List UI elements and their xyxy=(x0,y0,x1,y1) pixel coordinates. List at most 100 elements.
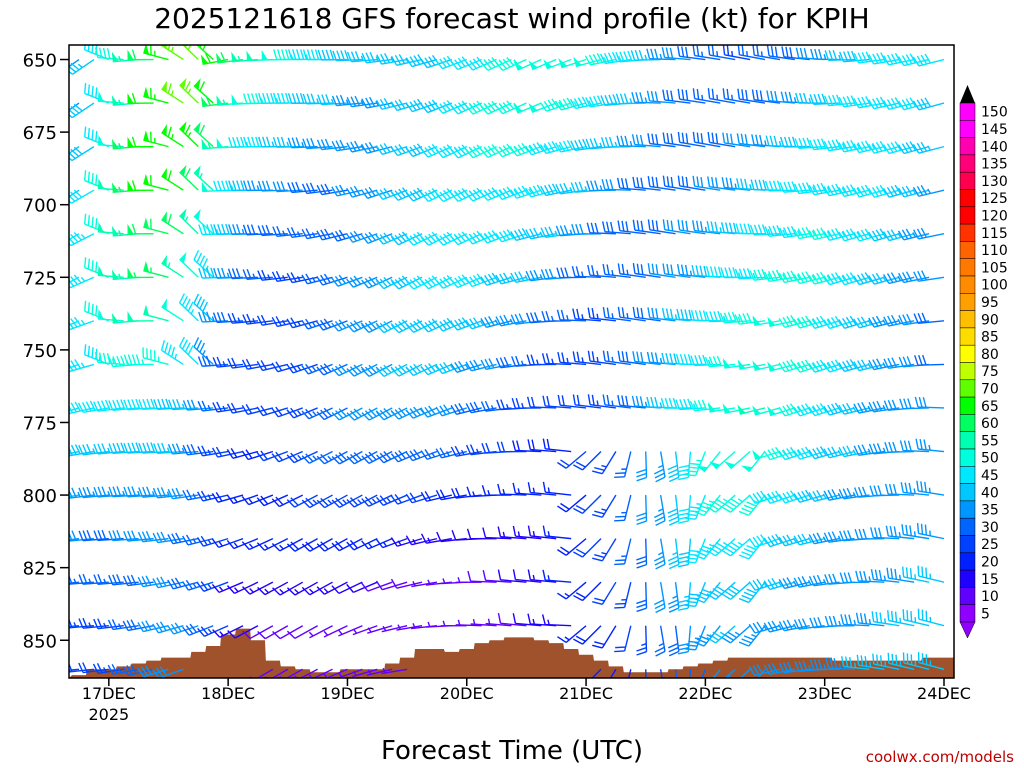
barb-full xyxy=(346,278,354,288)
barb-full xyxy=(539,144,547,154)
barb-full xyxy=(512,569,517,580)
barb-full xyxy=(380,53,387,64)
barb-full xyxy=(770,46,774,57)
barb-flag xyxy=(111,182,119,193)
barb-full xyxy=(738,313,744,324)
barb-full xyxy=(361,52,368,64)
barb-full xyxy=(93,530,99,541)
barb-full xyxy=(390,453,399,463)
barb-full xyxy=(480,401,487,412)
barb-full xyxy=(724,222,729,233)
wind-barb xyxy=(653,494,666,526)
wind-barb xyxy=(722,132,751,148)
barb-full xyxy=(201,355,207,367)
barb-full xyxy=(655,220,659,232)
barb-full xyxy=(409,56,417,66)
barb-full xyxy=(637,695,647,698)
barb-full xyxy=(909,141,917,151)
barb-full xyxy=(808,575,815,587)
wind-barb xyxy=(602,221,631,235)
barb-staff xyxy=(82,581,109,585)
barb-full xyxy=(685,604,696,607)
barb-full xyxy=(702,310,707,321)
barb-staff xyxy=(248,494,274,506)
wind-barb xyxy=(317,49,348,61)
barb-full xyxy=(793,228,800,239)
barb-full xyxy=(782,620,789,631)
barb-full xyxy=(862,528,868,540)
wind-barb xyxy=(228,224,258,236)
barb-full xyxy=(69,157,73,162)
barb-full xyxy=(390,495,399,505)
barb-full xyxy=(424,102,432,112)
barb-full xyxy=(709,311,714,322)
barb-staff xyxy=(664,142,691,148)
barb-full xyxy=(779,662,785,673)
barb-full xyxy=(517,229,525,239)
barb-full xyxy=(714,221,718,233)
barb-full xyxy=(749,270,755,281)
barb-full xyxy=(480,359,487,370)
barb-full xyxy=(608,136,614,148)
barb-full xyxy=(842,446,849,457)
barb-full xyxy=(212,629,221,638)
barb-flag xyxy=(737,404,746,415)
barb-half xyxy=(808,665,812,671)
barb-staff xyxy=(873,536,900,540)
barb-full xyxy=(280,181,286,192)
barb-full xyxy=(636,651,647,656)
barb-staff xyxy=(674,538,680,565)
wind-barb xyxy=(737,404,766,415)
barb-full xyxy=(281,49,286,60)
barb-staff xyxy=(82,494,109,499)
barb-full xyxy=(185,579,193,590)
barb-full xyxy=(872,443,878,454)
wind-barb xyxy=(839,572,870,584)
colorbar-label: 35 xyxy=(981,503,999,519)
barb-full xyxy=(636,516,647,522)
barb-full xyxy=(106,353,111,364)
barb-full xyxy=(668,650,680,657)
barb-full xyxy=(898,272,905,283)
wind-barb xyxy=(704,355,736,368)
barb-half xyxy=(505,403,510,410)
barb-full xyxy=(89,400,96,411)
barb-full xyxy=(793,493,801,503)
barb-staff xyxy=(694,451,707,476)
barb-full xyxy=(216,401,222,412)
barb-full xyxy=(310,137,316,149)
barb-full xyxy=(420,323,429,333)
barb-full xyxy=(391,280,400,290)
barb-full xyxy=(517,186,525,197)
barb-full xyxy=(845,273,853,283)
barb-half xyxy=(837,450,842,456)
barb-full xyxy=(409,492,417,502)
barb-full xyxy=(91,129,94,141)
colorbar-label: 45 xyxy=(981,468,999,484)
barb-full xyxy=(832,49,838,61)
barb-full xyxy=(57,574,61,584)
wind-barb xyxy=(420,275,453,290)
barb-full xyxy=(871,142,879,153)
wind-barb xyxy=(286,494,318,508)
barb-full xyxy=(424,235,433,244)
barb-half xyxy=(230,185,234,191)
barb-full xyxy=(488,358,495,369)
barb-full xyxy=(70,148,80,157)
barb-full xyxy=(786,448,794,458)
barb-half xyxy=(812,186,816,192)
wind-barb xyxy=(127,267,154,279)
wind-barb xyxy=(662,263,691,278)
wind-barb xyxy=(391,275,423,290)
barb-full xyxy=(376,280,385,290)
barb-staff xyxy=(157,407,184,410)
barb-full xyxy=(317,49,323,61)
barb-staff xyxy=(69,625,94,629)
barb-full xyxy=(331,322,339,332)
wind-barb xyxy=(241,537,274,551)
barb-staff xyxy=(561,58,587,69)
colorbar-swatch xyxy=(959,414,976,432)
barb-full xyxy=(594,222,599,234)
barb-full xyxy=(86,530,92,541)
barb-full xyxy=(135,442,141,453)
